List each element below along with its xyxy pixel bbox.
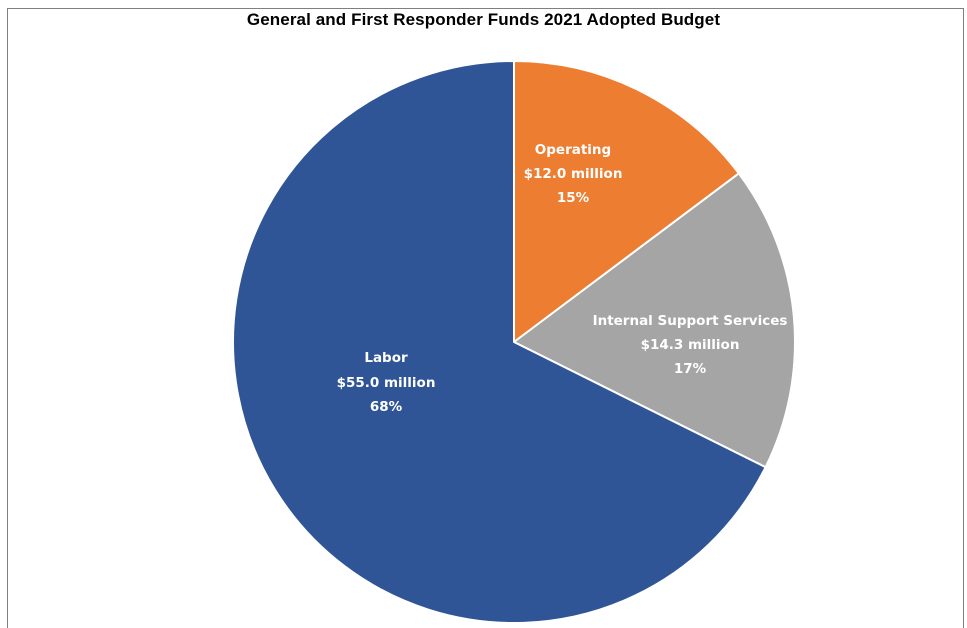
pie-slice-labor bbox=[232, 60, 767, 624]
pie-labels: Operating $12.0 million 15% Internal Sup… bbox=[337, 142, 788, 415]
chart-title: General and First Responder Funds 2021 A… bbox=[246, 10, 721, 29]
slice-label-labor-name: Labor bbox=[364, 350, 408, 366]
slice-label-operating-name: Operating bbox=[535, 142, 611, 158]
slice-label-support-percent: 17% bbox=[674, 361, 707, 377]
slice-label-labor-percent: 68% bbox=[370, 399, 403, 415]
slice-label-operating-amount: $12.0 million bbox=[524, 166, 623, 182]
slice-label-operating-percent: 15% bbox=[557, 190, 590, 206]
pie-slices bbox=[232, 60, 796, 624]
slice-label-labor-amount: $55.0 million bbox=[337, 375, 436, 391]
slice-label-support-name: Internal Support Services bbox=[593, 313, 788, 329]
pie-slice-operating bbox=[513, 60, 740, 343]
pie-slice-internal-support-services bbox=[513, 172, 796, 469]
slice-label-support-amount: $14.3 million bbox=[641, 337, 740, 353]
